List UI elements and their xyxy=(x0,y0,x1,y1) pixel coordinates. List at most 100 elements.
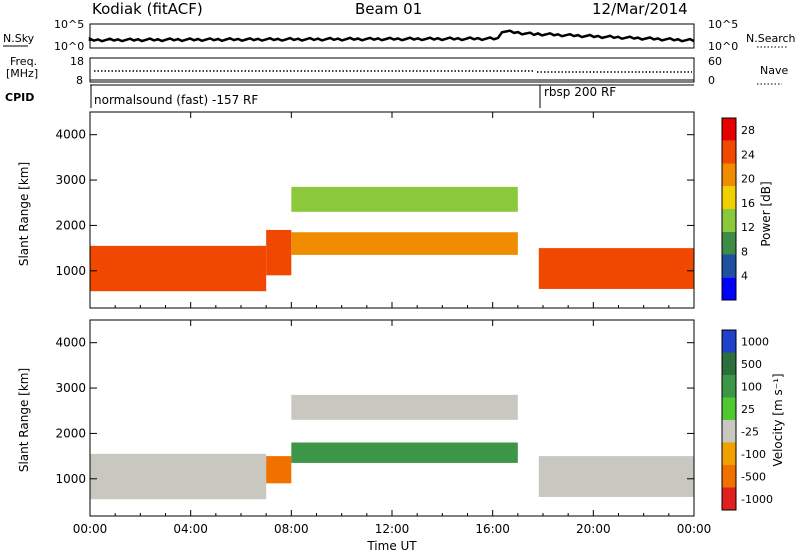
heatmap-region xyxy=(291,186,518,212)
noise-right-tick-top: 10^5 xyxy=(708,18,738,31)
y-tick-label: 2000 xyxy=(55,426,86,440)
colorbar-tick-label: 20 xyxy=(741,173,755,186)
velocity-colorbar: 1000 500 100 25 -25 -100 -500 -1000 xyxy=(721,329,773,511)
velocity-colorbar-label: Velocity [m s⁻¹] xyxy=(771,373,785,466)
heatmap-region xyxy=(538,456,694,497)
power-panel: 1000 2000 3000 4000 Slant Range [km] 28 24 20… xyxy=(17,111,773,309)
velocity-y-axis-label: Slant Range [km] xyxy=(17,368,31,472)
freq-panel-frame xyxy=(89,57,695,83)
freq-label-line1: Freq. xyxy=(10,55,37,68)
colorbar-swatch xyxy=(722,375,736,398)
colorbar-swatch xyxy=(722,163,736,187)
x-tick-label: 20:00 xyxy=(576,522,611,536)
freq-panel: Freq. [MHz] 18 8 60 0 Nave xyxy=(6,55,788,87)
colorbar-tick-label: 12 xyxy=(741,221,755,234)
colorbar-swatch xyxy=(722,330,736,353)
freq-right-tick-bottom: 0 xyxy=(708,74,715,87)
heatmap-region xyxy=(291,394,518,420)
colorbar-swatch xyxy=(722,277,736,300)
x-tick-label: 16:00 xyxy=(475,522,510,536)
colorbar-tick-label: 100 xyxy=(741,380,762,393)
noise-panel-frame xyxy=(89,23,695,49)
noise-panel: N.Sky 10^5 10^0 10^5 10^0 N.Search xyxy=(3,18,796,53)
velocity-panel: 1000 2000 3000 4000 Slant Range [km] 1000 50… xyxy=(17,319,785,517)
power-heatmap xyxy=(90,186,694,292)
colorbar-swatch xyxy=(722,186,736,209)
colorbar-swatch xyxy=(722,420,736,443)
cpid-segment-1: normalsound (fast) -157 RF xyxy=(94,93,258,107)
velocity-heatmap xyxy=(90,394,694,500)
colorbar-swatch xyxy=(722,118,736,141)
colorbar-swatch xyxy=(722,352,736,375)
colorbar-tick-label: 16 xyxy=(741,197,755,210)
y-tick-label: 3000 xyxy=(55,173,86,187)
colorbar-tick-label: -100 xyxy=(741,448,766,461)
noise-traces xyxy=(88,29,695,43)
power-colorbar: 28 24 20 16 12 8 4 xyxy=(721,117,755,301)
velocity-y-ticks: 1000 2000 3000 4000 xyxy=(55,336,694,486)
freq-left-tick-bottom: 8 xyxy=(76,74,83,87)
noise-left-label: N.Sky xyxy=(3,32,35,45)
heatmap-region xyxy=(266,456,292,484)
colorbar-swatch xyxy=(722,465,736,488)
freq-left-tick-top: 18 xyxy=(70,55,84,68)
noise-left-tick-top: 10^5 xyxy=(54,18,84,31)
colorbar-tick-label: 1000 xyxy=(741,335,769,348)
heatmap-region xyxy=(291,232,518,255)
colorbar-tick-label: -25 xyxy=(741,425,759,438)
colorbar-tick-label: 8 xyxy=(741,245,748,258)
nave-label: Nave xyxy=(760,64,788,77)
heatmap-region xyxy=(90,245,267,292)
y-tick-label: 1000 xyxy=(55,472,86,486)
y-tick-label: 2000 xyxy=(55,218,86,232)
y-tick-label: 3000 xyxy=(55,381,86,395)
x-axis-label: Time UT xyxy=(366,539,417,553)
colorbar-tick-label: 24 xyxy=(741,148,755,161)
date-title: 12/Mar/2014 xyxy=(592,0,688,18)
colorbar-frame xyxy=(721,329,737,511)
cpid-panel: CPID normalsound (fast) -157 RF rbsp 200… xyxy=(5,84,694,108)
heatmap-region xyxy=(266,229,292,276)
heatmap-region xyxy=(538,248,694,289)
noise-sky-trace xyxy=(88,29,695,43)
colorbar-swatch xyxy=(722,397,736,420)
colorbar-swatch xyxy=(722,231,736,255)
cpid-label: CPID xyxy=(5,91,34,104)
beam-title: Beam 01 xyxy=(355,0,422,18)
power-y-ticks: 1000 2000 3000 4000 xyxy=(55,128,694,278)
noise-right-label: N.Search xyxy=(746,32,796,45)
y-tick-label: 1000 xyxy=(55,264,86,278)
cpid-segment-2: rbsp 200 RF xyxy=(544,85,616,99)
x-tick-label: 04:00 xyxy=(173,522,208,536)
power-colorbar-label: Power [dB] xyxy=(759,181,773,246)
station-title: Kodiak (fitACF) xyxy=(92,0,203,18)
freq-traces xyxy=(90,70,694,81)
colorbar-tick-label: 500 xyxy=(741,358,762,371)
freq-right-tick-top: 60 xyxy=(708,55,722,68)
x-tick-label: 12:00 xyxy=(375,522,410,536)
colorbar-swatch xyxy=(722,487,736,510)
x-tick-label: 00:00 xyxy=(73,522,108,536)
power-y-axis-label: Slant Range [km] xyxy=(17,162,31,266)
colorbar-swatch xyxy=(722,254,736,278)
colorbar-tick-label: 28 xyxy=(741,124,755,137)
y-tick-label: 4000 xyxy=(55,128,86,142)
y-tick-label: 4000 xyxy=(55,336,86,350)
colorbar-tick-label: 25 xyxy=(741,403,755,416)
colorbar-swatch xyxy=(722,442,736,465)
colorbar-frame xyxy=(721,117,737,301)
noise-right-tick-bottom: 10^0 xyxy=(708,40,738,53)
x-tick-label: 00:00 xyxy=(677,522,712,536)
freq-label-line2: [MHz] xyxy=(6,67,38,80)
x-axis-ticks: 00:00 04:00 08:00 12:00 16:00 20:00 00:00 xyxy=(73,112,712,536)
colorbar-swatch xyxy=(722,140,736,164)
heatmap-region xyxy=(90,453,267,500)
colorbar-tick-label: -500 xyxy=(741,470,766,483)
colorbar-swatch xyxy=(722,209,736,232)
colorbar-tick-label: 4 xyxy=(741,270,748,283)
noise-left-tick-bottom: 10^0 xyxy=(54,40,84,53)
colorbar-tick-label: -1000 xyxy=(741,493,773,506)
x-tick-label: 08:00 xyxy=(274,522,309,536)
heatmap-region xyxy=(291,442,518,463)
